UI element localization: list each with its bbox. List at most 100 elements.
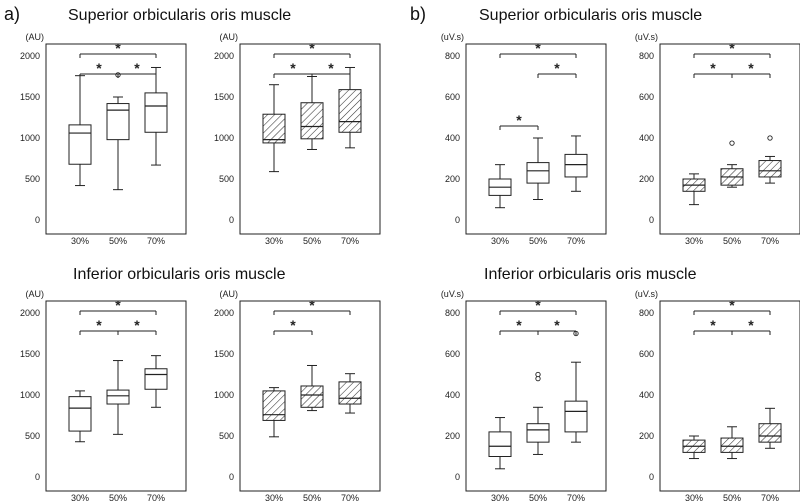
significance-bracket: *	[693, 317, 733, 335]
significance-star: *	[328, 60, 334, 76]
b-superior-title: Superior orbicularis oris muscle	[479, 7, 703, 24]
box-30pct	[68, 390, 92, 443]
box-50pct	[526, 137, 550, 200]
x-tick-label: 70%	[761, 236, 779, 246]
y-tick-label: 800	[639, 51, 654, 61]
y-tick-label: 600	[639, 92, 654, 102]
box-50pct	[106, 360, 130, 435]
significance-bracket: *	[117, 60, 157, 78]
significance-bracket: *	[273, 317, 313, 335]
significance-bracket: *	[499, 112, 539, 130]
significance-star: *	[535, 40, 541, 56]
x-tick-label: 70%	[761, 493, 779, 503]
box-iqr	[338, 381, 362, 405]
x-tick-label: 70%	[341, 493, 359, 503]
x-tick-label: 70%	[147, 493, 165, 503]
x-tick-label: 50%	[723, 493, 741, 503]
x-tick-label: 70%	[341, 236, 359, 246]
outlier-point	[729, 140, 735, 146]
y-tick-label: 1500	[214, 92, 234, 102]
box-iqr	[144, 368, 168, 390]
x-tick-label: 50%	[303, 236, 321, 246]
significance-star: *	[96, 317, 102, 333]
y-unit-label: (uV.s)	[441, 32, 464, 42]
b-inferior-title: Inferior orbicularis oris muscle	[484, 266, 697, 283]
box-70pct	[144, 66, 168, 166]
significance-star: *	[309, 40, 315, 56]
box-iqr	[262, 113, 286, 144]
y-unit-label: (uV.s)	[441, 289, 464, 299]
y-tick-label: 500	[25, 431, 40, 441]
chart-a-sup-hatch: (AU) 0 500 1000 1500 2000 30% 50% 70% * * *	[214, 32, 381, 246]
y-tick-label: 400	[639, 133, 654, 143]
y-tick-label: 400	[445, 390, 460, 400]
y-tick-label: 1500	[214, 349, 234, 359]
box-50pct	[106, 72, 130, 191]
significance-star: *	[290, 60, 296, 76]
significance-bracket: *	[693, 40, 771, 58]
box-iqr	[720, 437, 744, 453]
y-tick-label: 400	[445, 133, 460, 143]
significance-bracket: *	[79, 40, 157, 58]
y-tick-label: 600	[445, 92, 460, 102]
x-tick-label: 30%	[71, 236, 89, 246]
significance-bracket: *	[499, 317, 539, 335]
significance-bracket: *	[731, 60, 771, 78]
a-inferior-title: Inferior orbicularis oris muscle	[73, 266, 286, 283]
significance-star: *	[309, 297, 315, 313]
x-tick-label: 30%	[265, 236, 283, 246]
x-tick-label: 50%	[723, 236, 741, 246]
significance-bracket: *	[499, 40, 577, 58]
y-tick-label: 1500	[20, 92, 40, 102]
y-tick-label: 2000	[214, 51, 234, 61]
plot-frame	[659, 300, 800, 492]
plot-frame	[45, 43, 187, 235]
box-iqr	[300, 385, 324, 408]
box-iqr	[758, 160, 782, 178]
y-unit-label: (uV.s)	[635, 32, 658, 42]
x-tick-label: 70%	[567, 493, 585, 503]
significance-star: *	[96, 60, 102, 76]
box-iqr	[526, 162, 550, 184]
y-unit-label: (uV.s)	[635, 289, 658, 299]
box-iqr	[106, 103, 130, 141]
y-tick-label: 1000	[20, 390, 40, 400]
box-iqr	[564, 153, 588, 178]
plot-frame	[659, 43, 800, 235]
outlier-point	[535, 371, 541, 378]
plot-frame	[465, 43, 607, 235]
x-tick-label: 50%	[529, 493, 547, 503]
significance-star: *	[729, 297, 735, 313]
y-tick-label: 800	[639, 308, 654, 318]
box-30pct	[262, 387, 286, 438]
box-iqr	[338, 89, 362, 133]
y-tick-label: 1000	[20, 133, 40, 143]
significance-bracket: *	[79, 297, 157, 315]
box-50pct	[720, 140, 744, 188]
box-70pct	[758, 135, 782, 184]
x-tick-label: 30%	[491, 236, 509, 246]
x-tick-label: 30%	[685, 493, 703, 503]
chart-b-inf-plain: (uV.s) 0 200 400 600 800 30% 50% 70% * * *	[441, 289, 607, 503]
box-iqr	[758, 423, 782, 443]
y-unit-label: (AU)	[26, 289, 45, 299]
box-iqr	[526, 423, 550, 443]
y-tick-label: 0	[35, 472, 40, 482]
box-iqr	[564, 400, 588, 433]
significance-bracket: *	[537, 60, 577, 78]
significance-bracket: *	[693, 60, 733, 78]
y-tick-label: 0	[229, 215, 234, 225]
box-70pct	[758, 407, 782, 449]
box-50pct	[720, 426, 744, 460]
significance-bracket: *	[537, 317, 577, 335]
box-30pct	[682, 173, 706, 206]
significance-bracket: *	[79, 60, 119, 78]
box-iqr	[144, 92, 168, 133]
y-tick-label: 0	[35, 215, 40, 225]
box-30pct	[262, 84, 286, 173]
box-30pct	[488, 417, 512, 470]
chart-a-sup-plain: (AU) 0 500 1000 1500 2000 30% 50% 70% * * *	[20, 32, 187, 246]
box-50pct	[300, 364, 324, 412]
box-70pct	[338, 373, 362, 414]
